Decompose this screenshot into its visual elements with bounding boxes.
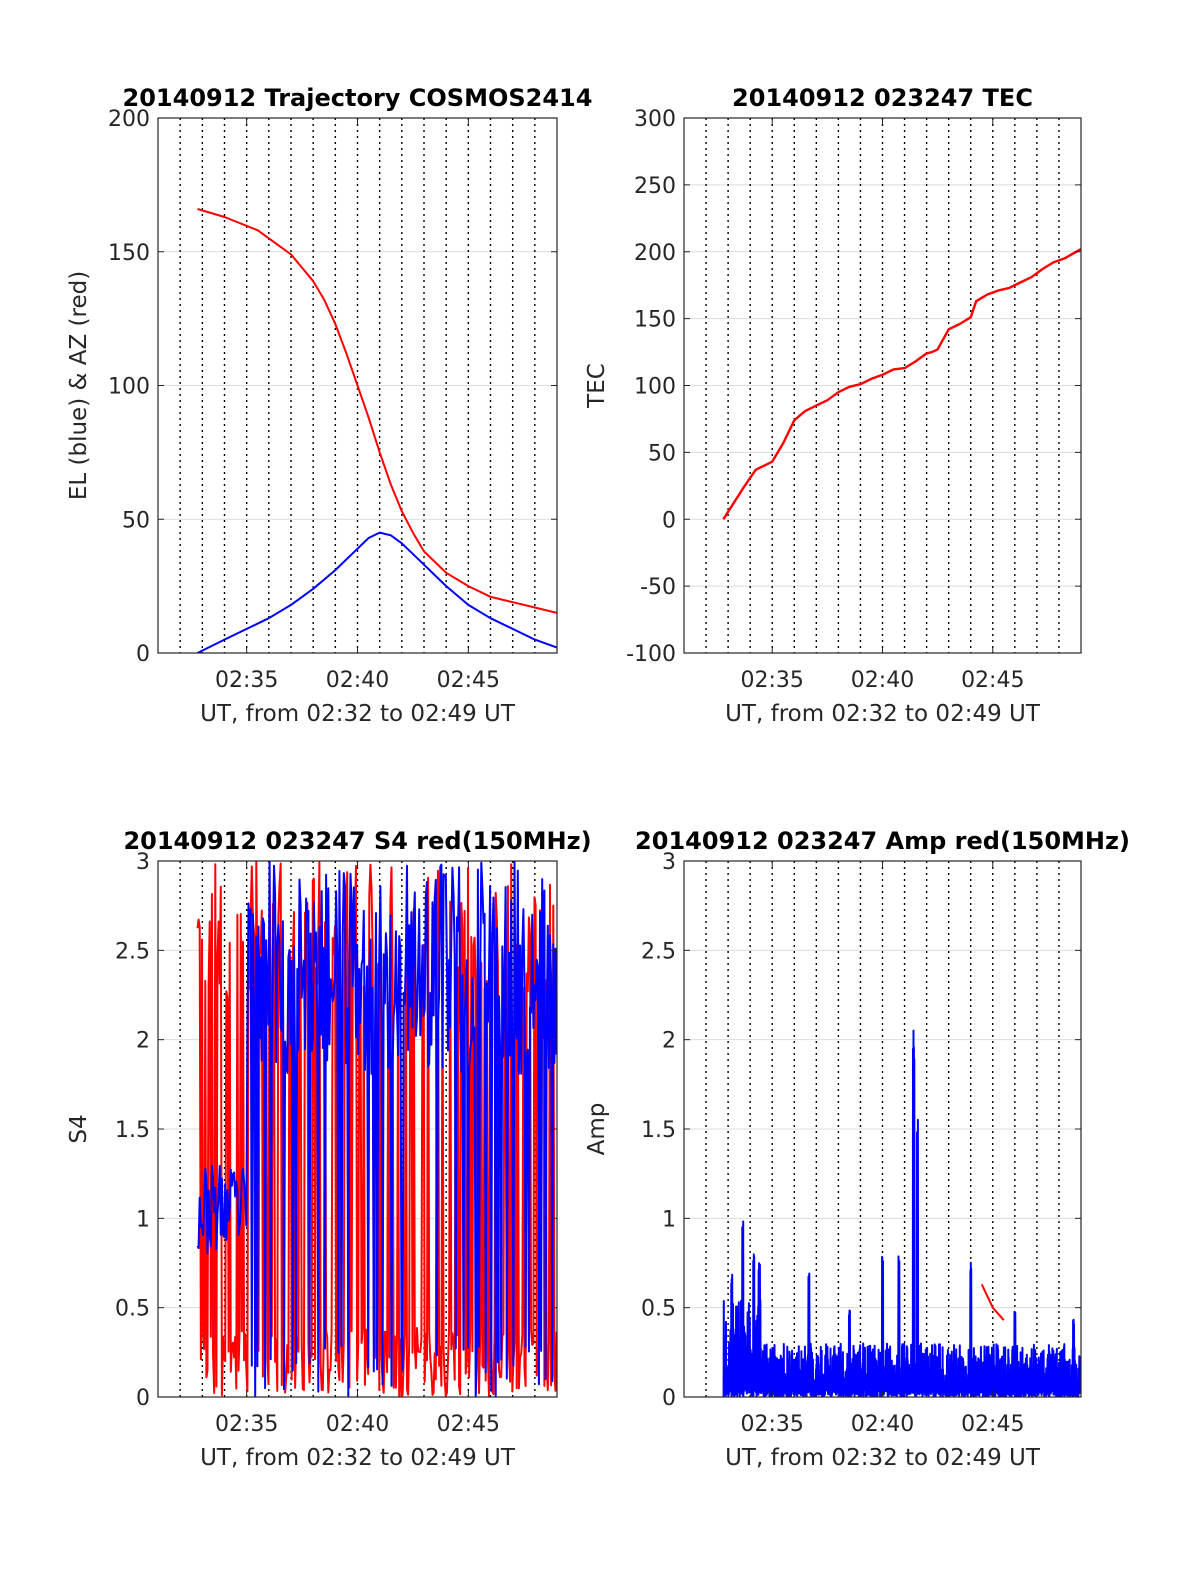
plot-area	[723, 1031, 1081, 1397]
y-tick-label: 0.5	[115, 1297, 150, 1322]
x-tick-label: 02:45	[437, 668, 500, 693]
plot-area	[198, 861, 557, 1397]
x-axis-label: UT, from 02:32 to 02:49 UT	[725, 1445, 1041, 1471]
y-tick-label: 100	[634, 375, 676, 400]
series-line-1	[723, 249, 1081, 519]
y-tick-label: -50	[640, 575, 676, 600]
y-tick-label: -100	[626, 642, 676, 667]
x-tick-label: 02:35	[741, 668, 804, 693]
y-tick-label: 1	[662, 1207, 676, 1232]
y-tick-label: 250	[634, 174, 676, 199]
x-tick-label: 02:40	[851, 668, 914, 693]
y-tick-label: 1	[136, 1207, 150, 1232]
y-tick-label: 150	[634, 308, 676, 333]
y-tick-label: 2	[136, 1029, 150, 1054]
y-axis-label: TEC	[584, 363, 610, 409]
chart-title: 20140912 Trajectory COSMOS2414	[123, 84, 593, 112]
y-tick-label: 2.5	[115, 939, 150, 964]
chart-title: 20140912 023247 TEC	[732, 84, 1033, 112]
y-tick-label: 0.5	[641, 1297, 676, 1322]
series-line-1	[198, 209, 558, 613]
series-line-1	[723, 1031, 1081, 1397]
y-tick-label: 0	[136, 1386, 150, 1411]
y-tick-label: 0	[662, 508, 676, 533]
y-axis-label: EL (blue) & AZ (red)	[66, 271, 92, 500]
x-tick-label: 02:35	[215, 1412, 278, 1437]
x-tick-label: 02:40	[851, 1412, 914, 1437]
x-tick-label: 02:40	[326, 1412, 389, 1437]
x-axis-label: UT, from 02:32 to 02:49 UT	[200, 701, 516, 727]
chart-panel-2: -100 -50 0 50 100 150 200 250 300 02:35 02:40 02:45…	[584, 84, 1081, 727]
y-tick-label: 200	[634, 241, 676, 266]
y-tick-label: 300	[634, 107, 676, 132]
x-tick-label: 02:45	[437, 1412, 500, 1437]
y-tick-label: 50	[648, 441, 676, 466]
y-tick-label: 0	[136, 642, 150, 667]
x-tick-label: 02:45	[961, 668, 1024, 693]
y-tick-label: 100	[108, 375, 150, 400]
y-axis-label: S4	[66, 1114, 92, 1143]
chart-title: 20140912 023247 S4 red(150MHz)	[123, 827, 591, 855]
x-axis-label: UT, from 02:32 to 02:49 UT	[200, 1445, 516, 1471]
x-tick-label: 02:45	[961, 1412, 1024, 1437]
y-tick-label: 1.5	[115, 1118, 150, 1143]
y-tick-label: 150	[108, 241, 150, 266]
series-line-2	[982, 1284, 1004, 1320]
x-tick-label: 02:40	[326, 668, 389, 693]
plot-area	[723, 249, 1081, 519]
x-tick-label: 02:35	[741, 1412, 804, 1437]
y-tick-label: 50	[122, 508, 150, 533]
y-tick-label: 0	[662, 1386, 676, 1411]
y-tick-label: 2.5	[641, 939, 676, 964]
plot-area	[198, 209, 558, 653]
chart-title: 20140912 023247 Amp red(150MHz)	[635, 827, 1130, 855]
x-axis-label: UT, from 02:32 to 02:49 UT	[725, 701, 1041, 727]
x-tick-label: 02:35	[215, 668, 278, 693]
figure: 05010015020002:35 02:40 02:4520140912 Traj…	[0, 0, 1200, 1575]
y-tick-label: 2	[662, 1029, 676, 1054]
y-tick-label: 1.5	[641, 1118, 676, 1143]
series-line-2	[198, 533, 558, 653]
y-axis-label: Amp	[584, 1103, 610, 1156]
